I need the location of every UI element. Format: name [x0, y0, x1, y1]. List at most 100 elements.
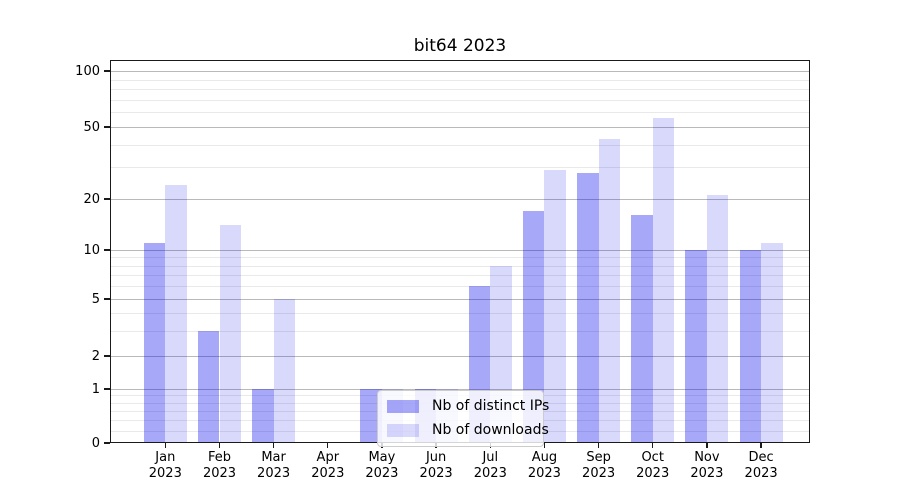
x-tick-year: 2023 [527, 466, 561, 481]
x-tick-month: Apr [316, 450, 340, 465]
x-tick-year: 2023 [419, 466, 453, 481]
x-tick-mark [164, 443, 166, 448]
x-tick-year: 2023 [744, 466, 778, 481]
legend-swatch-distinct-ips-icon [387, 400, 419, 413]
gridline-major [111, 71, 809, 72]
bar-downloads-jan [165, 184, 187, 443]
chart-title: bit64 2023 [413, 36, 507, 56]
bar-downloads-feb [219, 225, 242, 443]
y-tick-mark [104, 388, 110, 390]
bar-distinct-ips-mar [252, 389, 274, 443]
x-tick-month: Nov [694, 450, 720, 465]
x-tick-label-sep: Sep 2023 [567, 450, 631, 482]
bar-downloads-aug [544, 169, 566, 443]
bar-downloads-sep [598, 138, 621, 443]
bar-distinct-ips-dec [739, 250, 762, 443]
x-tick-mark [272, 443, 275, 448]
x-tick-year: 2023 [636, 466, 670, 481]
x-tick-label-mar: Mar 2023 [242, 450, 306, 482]
y-tick-label: 2 [91, 348, 100, 364]
legend-item-distinct-ips: Nb of distinct IPs [387, 399, 549, 414]
gridline-minor [111, 144, 809, 146]
legend-label-downloads: Nb of downloads [432, 422, 549, 438]
x-tick-label-oct: Oct 2023 [621, 450, 685, 482]
x-tick-label-jul: Jul 2023 [458, 450, 522, 482]
bar-distinct-ips-sep [577, 172, 599, 443]
y-tick-label: 5 [91, 291, 100, 307]
x-tick-label-apr: Apr 2023 [296, 450, 360, 482]
x-tick-mark [706, 443, 708, 448]
x-tick-month: Aug [531, 450, 558, 465]
y-tick-mark [104, 198, 110, 200]
bar-distinct-ips-may [360, 389, 382, 443]
x-tick-label-aug: Aug 2023 [512, 450, 576, 482]
x-tick-mark [218, 443, 221, 448]
y-tick-label: 10 [83, 242, 100, 258]
x-tick-label-jun: Jun 2023 [404, 450, 468, 482]
y-tick-label: 100 [75, 63, 100, 79]
y-tick-label: 50 [83, 119, 100, 135]
y-tick-mark [104, 126, 110, 128]
x-tick-year: 2023 [148, 466, 182, 481]
gridline-minor [111, 167, 809, 169]
gridline-major [111, 356, 809, 357]
x-tick-month: Oct [641, 450, 664, 465]
x-tick-month: Jun [425, 450, 447, 465]
bar-downloads-oct [652, 117, 675, 443]
y-tick-label: 20 [83, 191, 100, 207]
bar-distinct-ips-aug [522, 211, 545, 443]
gridline-minor [111, 286, 809, 288]
y-tick-label: 0 [91, 435, 100, 451]
x-tick-month: Feb [207, 450, 232, 465]
bar-downloads-dec [761, 243, 783, 443]
x-tick-year: 2023 [473, 466, 507, 481]
gridline-minor [111, 275, 809, 277]
gridline-minor [111, 312, 809, 314]
x-tick-year: 2023 [690, 466, 724, 481]
x-tick-mark [327, 443, 329, 448]
bar-downloads-mar [273, 299, 296, 443]
y-tick-mark [104, 249, 110, 251]
x-tick-year: 2023 [582, 466, 616, 481]
x-tick-mark [760, 443, 762, 448]
legend: Nb of distinct IPs Nb of downloads [377, 390, 549, 447]
x-tick-mark [597, 443, 600, 448]
x-tick-label-dec: Dec 2023 [729, 450, 793, 482]
gridline-major [111, 199, 809, 200]
x-tick-label-nov: Nov 2023 [675, 450, 739, 482]
gridline-major [111, 250, 809, 251]
y-tick-label: 1 [91, 381, 100, 397]
x-tick-label-feb: Feb 2023 [188, 450, 252, 482]
y-tick-mark [104, 355, 110, 357]
x-tick-month: Jul [482, 450, 499, 465]
x-tick-year: 2023 [311, 466, 345, 481]
gridline-major [111, 299, 809, 300]
gridline-minor [111, 257, 809, 259]
bar-distinct-ips-feb [197, 330, 220, 443]
x-tick-month: Sep [586, 450, 611, 465]
legend-label-distinct-ips: Nb of distinct IPs [432, 398, 550, 414]
bar-downloads-nov [706, 195, 729, 443]
y-tick-mark [104, 298, 110, 300]
x-tick-year: 2023 [365, 466, 399, 481]
x-tick-year: 2023 [257, 466, 291, 481]
bar-distinct-ips-nov [685, 250, 707, 443]
x-tick-year: 2023 [202, 466, 237, 481]
x-tick-month: Jan [155, 450, 176, 465]
x-tick-label-may: May 2023 [350, 450, 414, 482]
bar-distinct-ips-jan [143, 243, 166, 443]
y-tick-mark [104, 70, 110, 72]
gridline-minor [111, 265, 809, 267]
gridline-minor [111, 89, 809, 90]
x-tick-mark [652, 443, 654, 448]
x-tick-month: May [368, 450, 396, 465]
bar-distinct-ips-oct [631, 215, 653, 443]
gridline-minor [111, 79, 809, 81]
gridline-major [111, 389, 809, 390]
gridline-minor [111, 112, 809, 114]
x-tick-month: Dec [748, 450, 774, 465]
gridline-minor [111, 330, 809, 332]
legend-item-downloads: Nb of downloads [387, 423, 549, 438]
gridline-major [111, 127, 809, 128]
